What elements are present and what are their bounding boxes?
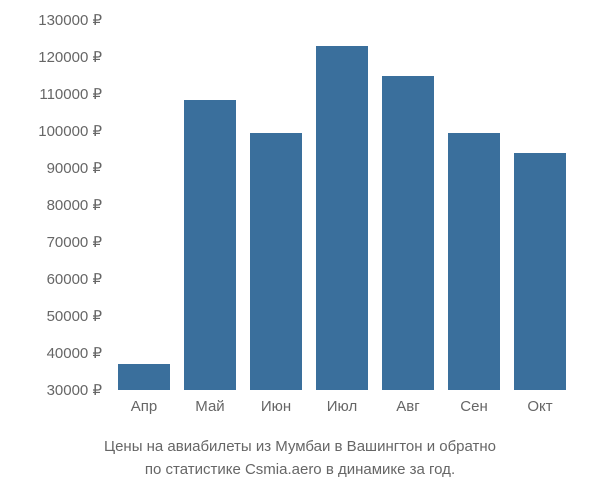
- x-label: Июн: [250, 398, 302, 415]
- bar-sep: [448, 133, 500, 390]
- y-tick-label: 60000 ₽: [47, 270, 102, 288]
- x-label: Сен: [448, 398, 500, 415]
- y-tick-label: 40000 ₽: [47, 344, 102, 362]
- caption-line-1: Цены на авиабилеты из Мумбаи в Вашингтон…: [104, 438, 496, 455]
- bar-apr: [118, 364, 170, 390]
- y-tick-label: 90000 ₽: [47, 159, 102, 177]
- caption-line-2: по статистике Csmia.aero в динамике за г…: [145, 461, 455, 478]
- x-label: Авг: [382, 398, 434, 415]
- y-tick-label: 70000 ₽: [47, 233, 102, 251]
- bar-aug: [382, 76, 434, 391]
- bar-jul: [316, 46, 368, 390]
- bar-oct: [514, 153, 566, 390]
- x-label: Июл: [316, 398, 368, 415]
- y-tick-label: 100000 ₽: [38, 122, 102, 140]
- bar-may: [184, 100, 236, 390]
- y-tick-label: 80000 ₽: [47, 196, 102, 214]
- x-axis-labels: Апр Май Июн Июл Авг Сен Окт: [110, 398, 580, 415]
- y-tick-label: 30000 ₽: [47, 381, 102, 399]
- bar-jun: [250, 133, 302, 390]
- y-tick-label: 110000 ₽: [39, 85, 102, 103]
- y-tick-label: 120000 ₽: [38, 48, 102, 66]
- y-tick-label: 130000 ₽: [38, 11, 102, 29]
- bars-container: [110, 20, 580, 390]
- plot-area: [110, 20, 580, 390]
- x-label: Май: [184, 398, 236, 415]
- chart-caption: Цены на авиабилеты из Мумбаи в Вашингтон…: [0, 436, 600, 481]
- y-tick-label: 50000 ₽: [47, 307, 102, 325]
- x-label: Окт: [514, 398, 566, 415]
- x-label: Апр: [118, 398, 170, 415]
- price-chart: 30000 ₽ 40000 ₽ 50000 ₽ 60000 ₽ 70000 ₽ 80000…: [0, 0, 600, 500]
